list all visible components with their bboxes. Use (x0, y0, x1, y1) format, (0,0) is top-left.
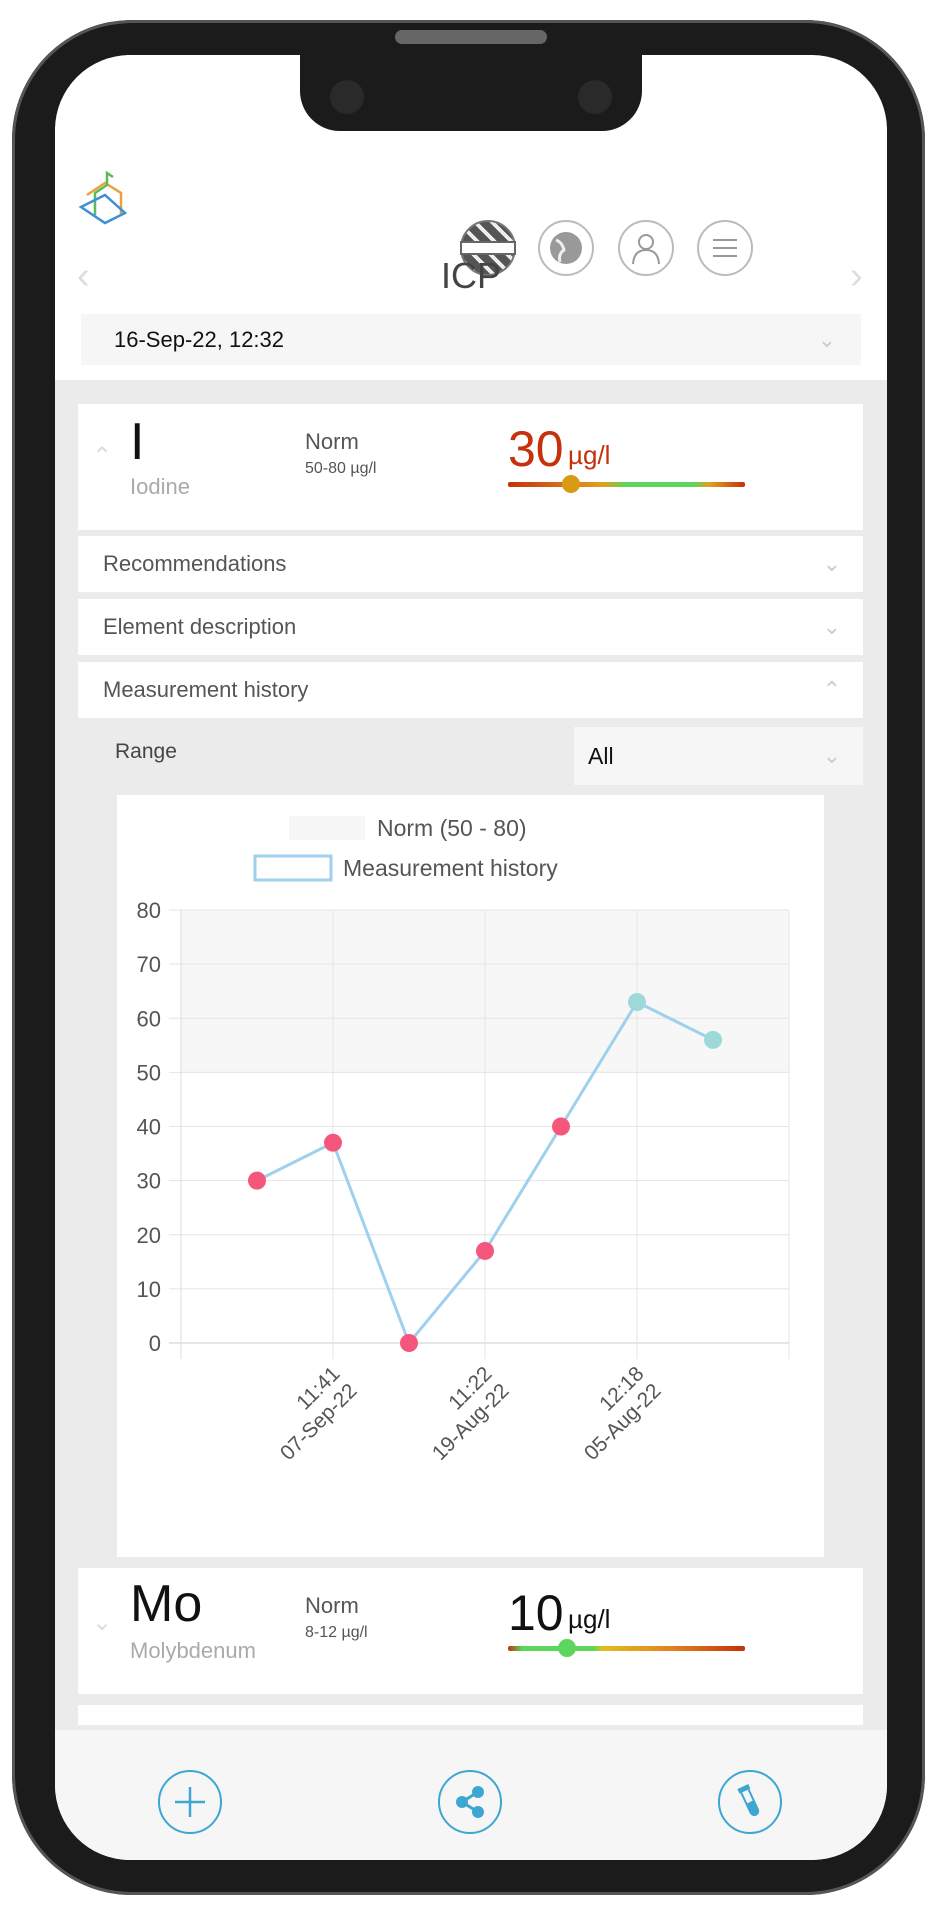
norm-label: Norm (305, 1593, 359, 1618)
range-select[interactable]: All ⌄ (574, 727, 863, 785)
element-value: 30 (508, 421, 564, 477)
share-button[interactable] (438, 1770, 502, 1834)
level-marker (558, 1639, 576, 1657)
element-name: Molybdenum (130, 1638, 256, 1663)
data-point (324, 1133, 342, 1152)
element-card-partial[interactable] (78, 1705, 863, 1725)
data-point (400, 1334, 418, 1352)
chevron-up-icon[interactable]: ⌃ (92, 443, 113, 470)
level-bar (508, 482, 745, 487)
camera (578, 80, 612, 114)
element-symbol: I (130, 413, 145, 471)
chevron-down-icon: ⌄ (822, 743, 841, 768)
data-point (476, 1241, 494, 1260)
add-button[interactable] (158, 1770, 222, 1834)
test-tube-button[interactable] (718, 1770, 782, 1834)
logo-icon (78, 170, 128, 225)
legend-history-swatch (253, 854, 333, 882)
y-tick-label: 70 (137, 952, 161, 977)
language-button[interactable] (460, 220, 516, 276)
globe-icon (550, 232, 582, 264)
y-tick-label: 10 (137, 1277, 161, 1302)
x-tick-label: 11:4107-Sep-22 (259, 1362, 362, 1465)
app-screen: ‹ ICP › 16-Sep-22, 12:32 ⌄ ⌃ I Iodine Nor… (55, 55, 887, 1860)
y-tick-label: 50 (137, 1060, 161, 1085)
chevron-up-icon: ⌃ (822, 677, 841, 702)
date-value: 16-Sep-22, 12:32 (114, 326, 285, 352)
element-description-row[interactable]: Element description ⌄ (78, 599, 863, 655)
user-icon (632, 234, 660, 265)
legend-history-label: Measurement history (343, 855, 558, 881)
y-tick-label: 40 (137, 1115, 161, 1140)
add-icon (175, 1787, 205, 1817)
row-label: Recommendations (103, 551, 287, 576)
test-tube-icon (737, 1784, 760, 1817)
chevron-down-icon: ⌄ (822, 551, 841, 576)
data-point (704, 1030, 722, 1049)
legend-norm-label: Norm (50 - 80) (377, 815, 527, 841)
range-label: Range (115, 740, 177, 763)
chevron-down-icon: ⌄ (822, 614, 841, 639)
next-arrow-icon[interactable]: › (850, 255, 863, 297)
row-label: Element description (103, 614, 297, 639)
data-point (552, 1117, 570, 1136)
element-name: Iodine (130, 474, 190, 499)
element-unit: µg/l (568, 440, 611, 470)
menu-icon (713, 239, 737, 257)
y-tick-label: 30 (137, 1169, 161, 1194)
y-tick-label: 60 (137, 1006, 161, 1031)
norm-range: 8-12 µg/l (305, 1624, 368, 1641)
x-tick-label: 12:1805-Aug-22 (563, 1362, 666, 1465)
previous-arrow-icon[interactable]: ‹ (77, 255, 90, 297)
uk-flag-icon (462, 243, 514, 253)
level-bar (508, 1646, 745, 1651)
range-value: All (588, 742, 614, 769)
date-select[interactable]: 16-Sep-22, 12:32 ⌄ (81, 314, 861, 365)
menu-button[interactable] (697, 220, 753, 276)
recommendations-row[interactable]: Recommendations ⌄ (78, 536, 863, 592)
globe-button[interactable] (538, 220, 594, 276)
y-tick-label: 0 (149, 1331, 161, 1356)
user-button[interactable] (618, 220, 674, 276)
element-card-iodine[interactable]: ⌃ I Iodine Norm 50-80 µg/l 30 µg/l (78, 404, 863, 530)
measurement-history-row[interactable]: Measurement history ⌃ (78, 662, 863, 718)
data-point (248, 1171, 266, 1190)
norm-label: Norm (305, 429, 359, 454)
data-point (628, 993, 646, 1012)
share-icon (456, 1786, 484, 1818)
element-symbol: Mo (130, 1575, 203, 1633)
element-card-molybdenum[interactable]: ⌄ Mo Molybdenum Norm 8-12 µg/l 10 µg/l (78, 1568, 863, 1694)
element-unit: µg/l (568, 1604, 611, 1634)
chevron-down-icon: ⌄ (817, 326, 836, 352)
norm-range: 50-80 µg/l (305, 460, 377, 477)
chevron-down-icon[interactable]: ⌄ (92, 1609, 113, 1636)
y-tick-label: 20 (137, 1223, 161, 1248)
element-value: 10 (508, 1585, 564, 1641)
camera (330, 80, 364, 114)
y-tick-label: 80 (137, 898, 161, 923)
history-chart-card: Norm (50 - 80) Measurement history 0 10 20 30… (117, 795, 824, 1557)
level-marker (562, 475, 580, 493)
history-chart: Norm (50 - 80) Measurement history 0 10 20 30… (137, 815, 790, 1465)
speaker (395, 30, 547, 44)
page-title: ICP (440, 255, 501, 296)
row-label: Measurement history (103, 677, 309, 702)
legend-norm-swatch (289, 816, 365, 840)
x-tick-label: 11:2219-Aug-22 (411, 1362, 514, 1465)
